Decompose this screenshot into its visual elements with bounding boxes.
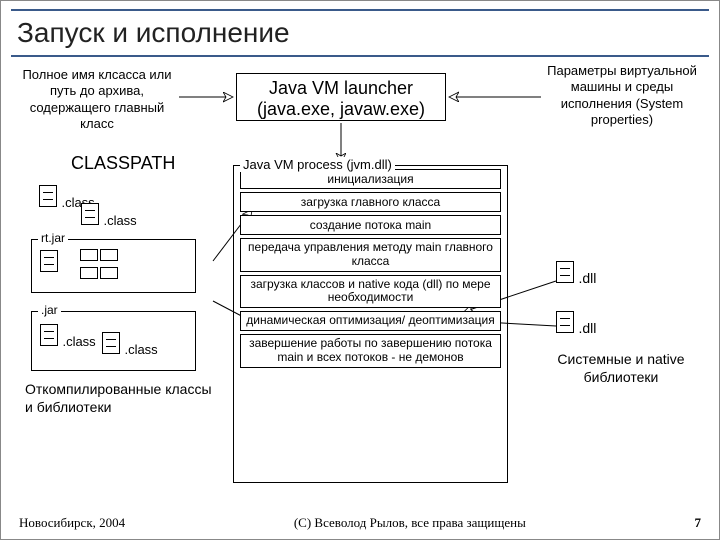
launcher-line2: (java.exe, javaw.exe) xyxy=(237,99,445,120)
footer-page: 7 xyxy=(695,515,702,531)
file-icon xyxy=(556,311,574,333)
dll-1: .dll xyxy=(556,261,596,288)
footer: Новосибирск, 2004 (C) Всеволод Рылов, вс… xyxy=(1,515,719,531)
dll-2: .dll xyxy=(556,311,596,338)
file-icon xyxy=(40,250,58,272)
rtjar-group: rt.jar xyxy=(31,239,196,293)
footer-center: (C) Всеволод Рылов, все права защищены xyxy=(294,515,526,531)
step-0: инициализация xyxy=(240,169,501,189)
file-icon xyxy=(80,267,98,279)
slide-title: Запуск и исполнение xyxy=(17,17,703,49)
file-icon xyxy=(81,203,99,225)
step-1: загрузка главного класса xyxy=(240,192,501,212)
launcher-line1: Java VM launcher xyxy=(237,78,445,99)
compiled-note: Откомпилированные классы и библиотеки xyxy=(25,381,215,416)
step-5: динамическая оптимизация/ деоптимизация xyxy=(240,311,501,331)
launcher-box: Java VM launcher (java.exe, javaw.exe) xyxy=(236,73,446,121)
jar-group: .jar .class .class xyxy=(31,311,196,371)
file-icon xyxy=(556,261,574,283)
title-bar: Запуск и исполнение xyxy=(11,9,709,57)
step-2: создание потока main xyxy=(240,215,501,235)
native-note: Системные и native библиотеки xyxy=(541,351,701,386)
jvm-group: Java VM process (jvm.dll) инициализация … xyxy=(233,165,508,483)
file-icon xyxy=(39,185,57,207)
left-note: Полное имя клсасса или путь до архива, с… xyxy=(17,67,177,132)
jvm-title: Java VM process (jvm.dll) xyxy=(240,157,395,172)
rtjar-label: rt.jar xyxy=(38,231,68,245)
file-icon xyxy=(100,249,118,261)
step-6: завершение работы по завершению потока m… xyxy=(240,334,501,368)
jar-label: .jar xyxy=(38,303,61,317)
file-icon xyxy=(40,324,58,346)
step-3: передача управления методу main главного… xyxy=(240,238,501,272)
class-file-3: .class xyxy=(40,324,96,351)
class-file-4: .class xyxy=(102,332,158,359)
right-note: Параметры виртуальной машины и среды исп… xyxy=(537,63,707,128)
class-file-2: .class xyxy=(81,203,137,230)
file-icon xyxy=(80,249,98,261)
file-icon xyxy=(100,267,118,279)
classpath-label: CLASSPATH xyxy=(71,153,175,174)
step-4: загрузка классов и native кода (dll) по … xyxy=(240,275,501,309)
slide: Запуск и исполнение Полное имя клсасса и… xyxy=(0,0,720,540)
classpath-group: .class .class rt.jar .jar .class .class xyxy=(31,181,216,471)
footer-left: Новосибирск, 2004 xyxy=(19,515,125,531)
file-icon xyxy=(102,332,120,354)
